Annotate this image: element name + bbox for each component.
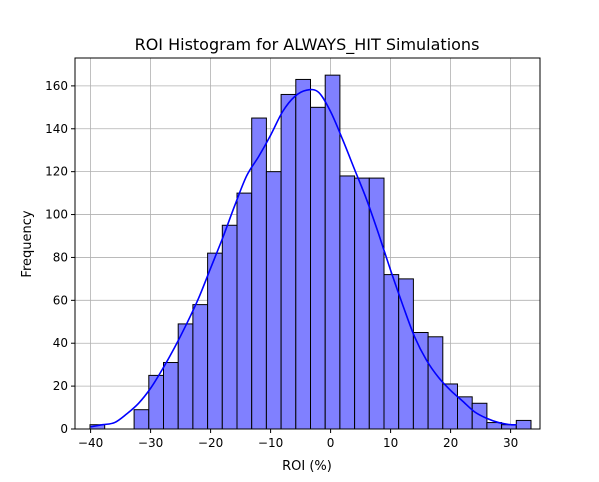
histogram-bar <box>295 78 311 430</box>
histogram-bar <box>412 331 429 430</box>
x-axis-ticks: −40 −30 −20 −10 0 10 20 30 <box>78 429 518 450</box>
histogram-bar <box>339 175 356 430</box>
histogram-bar <box>207 252 223 430</box>
y-axis-label: Frequency <box>20 210 35 277</box>
x-axis-label: ROI (%) <box>282 459 332 474</box>
x-tick-label: 30 <box>503 436 518 450</box>
histogram-bars <box>89 74 532 430</box>
x-tick-label: −20 <box>198 436 223 450</box>
y-tick-label: 160 <box>45 79 68 93</box>
x-tick-label: 0 <box>327 436 335 450</box>
histogram-bar <box>427 336 444 430</box>
x-tick-label: 10 <box>383 436 398 450</box>
x-tick-label: −30 <box>138 436 163 450</box>
histogram-bar <box>354 177 370 430</box>
x-tick-label: 20 <box>443 436 458 450</box>
y-axis-ticks: 0 20 40 60 80 100 120 140 160 <box>45 79 75 436</box>
histogram-bar <box>177 323 194 430</box>
y-tick-label: 60 <box>53 293 68 307</box>
chart-title: ROI Histogram for ALWAYS_HIT Simulations <box>135 35 480 55</box>
y-tick-label: 100 <box>45 208 68 222</box>
histogram-bar <box>148 374 165 430</box>
histogram-bar <box>192 304 209 430</box>
histogram-bar <box>310 106 326 430</box>
y-tick-label: 120 <box>45 165 68 179</box>
histogram-bar <box>280 93 297 430</box>
histogram-bar <box>457 396 473 430</box>
kde-curve <box>90 88 517 428</box>
y-tick-label: 0 <box>60 422 68 436</box>
histogram-bar <box>471 402 488 430</box>
histogram-bar <box>368 177 385 430</box>
y-tick-label: 20 <box>53 379 68 393</box>
histogram-bar <box>236 192 253 430</box>
histogram-bar <box>133 409 150 430</box>
x-tick-label: −40 <box>78 436 103 450</box>
histogram-bar <box>265 171 282 430</box>
y-tick-label: 80 <box>53 250 68 264</box>
y-tick-label: 140 <box>45 122 68 136</box>
histogram-bar <box>383 274 400 430</box>
y-tick-label: 40 <box>53 336 68 350</box>
histogram-bar <box>515 419 532 430</box>
x-tick-label: −10 <box>258 436 283 450</box>
histogram-bar <box>163 362 179 430</box>
plot-frame <box>74 57 541 430</box>
histogram-bar <box>221 224 238 430</box>
